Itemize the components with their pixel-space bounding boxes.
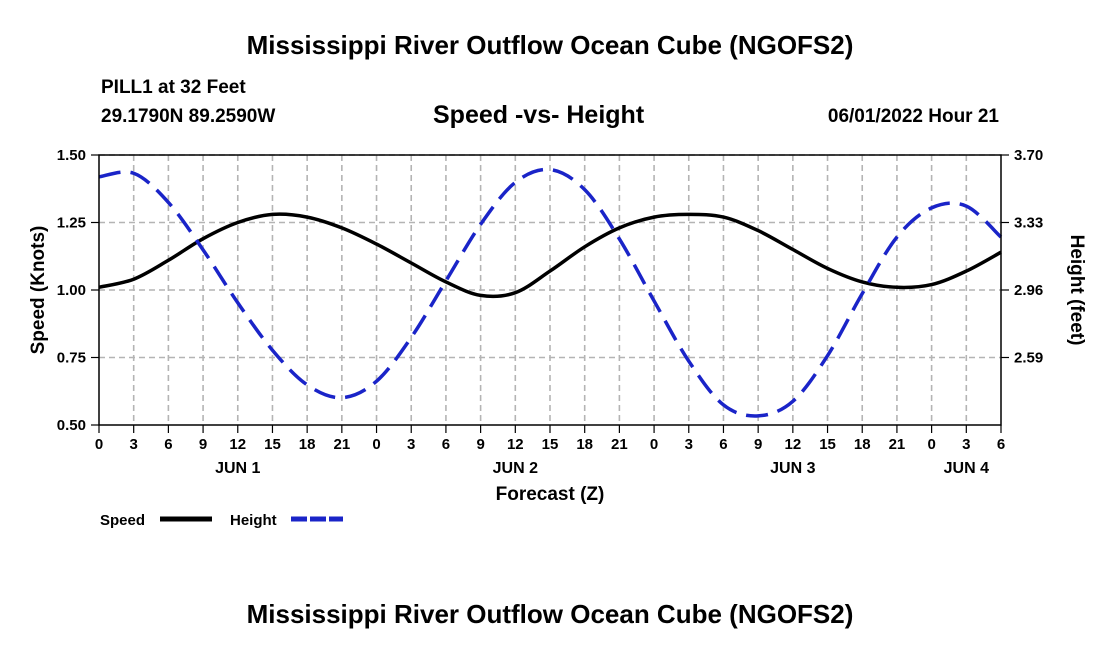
y2-tick-label: 3.70 [1014,147,1043,164]
y-tick-label: 0.50 [57,417,86,434]
x-tick-label: 0 [95,436,103,453]
x-tick-label: 6 [719,436,727,453]
x-tick-label: 3 [130,436,138,453]
date-label: JUN 4 [944,460,989,477]
date-label: JUN 3 [770,460,815,477]
coordinates-label: 29.1790N 89.2590W [101,106,276,127]
label-layer: 0 3 6 9 12 15 18 21 0 3 6 9 12 15 18 21 0 3 6 9 12 15 18 21 0 3 6 0… [57,147,1043,477]
x-tick-label: 21 [334,436,351,453]
x-tick-label: 18 [576,436,593,453]
x-tick-label: 12 [507,436,524,453]
y-tick-label: 1.25 [57,215,86,232]
x-tick-label: 3 [407,436,415,453]
station-label: PILL1 at 32 Feet [101,77,246,98]
grid-layer [99,154,1001,425]
speed-height-chart: 0 3 6 9 12 15 18 21 0 3 6 9 12 15 18 21 0 3 6 9 12 15 18 21 0 3 6 0… [28,147,1087,529]
x-tick-label: 21 [889,436,906,453]
series-line-speed [98,212,1002,299]
x-tick-label: 9 [754,436,762,453]
x-tick-label: 6 [997,436,1005,453]
datetime-label: 06/01/2022 Hour 21 [827,106,999,127]
x-tick-label: 15 [542,436,559,453]
x-tick-label: 0 [927,436,935,453]
x-tick-label: 0 [372,436,380,453]
y2-tick-label: 3.33 [1014,215,1043,232]
legend: Speed Height [100,512,343,529]
y2-tick-label: 2.59 [1014,350,1043,367]
x-tick-label: 3 [962,436,970,453]
chart-title-top: Mississippi River Outflow Ocean Cube (NG… [246,30,854,60]
chart-subtitle: Speed -vs- Height [433,101,645,129]
date-label: JUN 1 [215,460,260,477]
y-axis-title: Speed (Knots) [28,226,49,355]
date-label: JUN 2 [493,460,538,477]
y2-tick-label: 2.96 [1014,282,1043,299]
x-tick-label: 0 [650,436,658,453]
series-line-height [98,167,1003,418]
x-tick-label: 9 [476,436,484,453]
y-tick-label: 0.75 [57,350,86,367]
x-tick-label: 21 [611,436,628,453]
x-tick-label: 18 [299,436,316,453]
x-tick-label: 6 [164,436,172,453]
x-tick-label: 9 [199,436,207,453]
legend-label-height: Height [230,512,277,529]
tick-layer [91,154,1009,433]
x-tick-label: 12 [785,436,802,453]
x-tick-label: 12 [229,436,246,453]
x-tick-label: 15 [819,436,836,453]
x-tick-label: 18 [854,436,871,453]
series-layer [98,167,1003,418]
y-tick-label: 1.50 [57,147,86,164]
chart-title-bottom: Mississippi River Outflow Ocean Cube (NG… [246,599,854,629]
x-tick-label: 15 [264,436,281,453]
legend-label-speed: Speed [100,512,145,529]
y-tick-label: 1.00 [57,282,86,299]
x-tick-label: 6 [442,436,450,453]
y2-axis-title: Height (feet) [1066,235,1087,346]
x-axis-title: Forecast (Z) [496,484,605,505]
x-tick-label: 3 [685,436,693,453]
